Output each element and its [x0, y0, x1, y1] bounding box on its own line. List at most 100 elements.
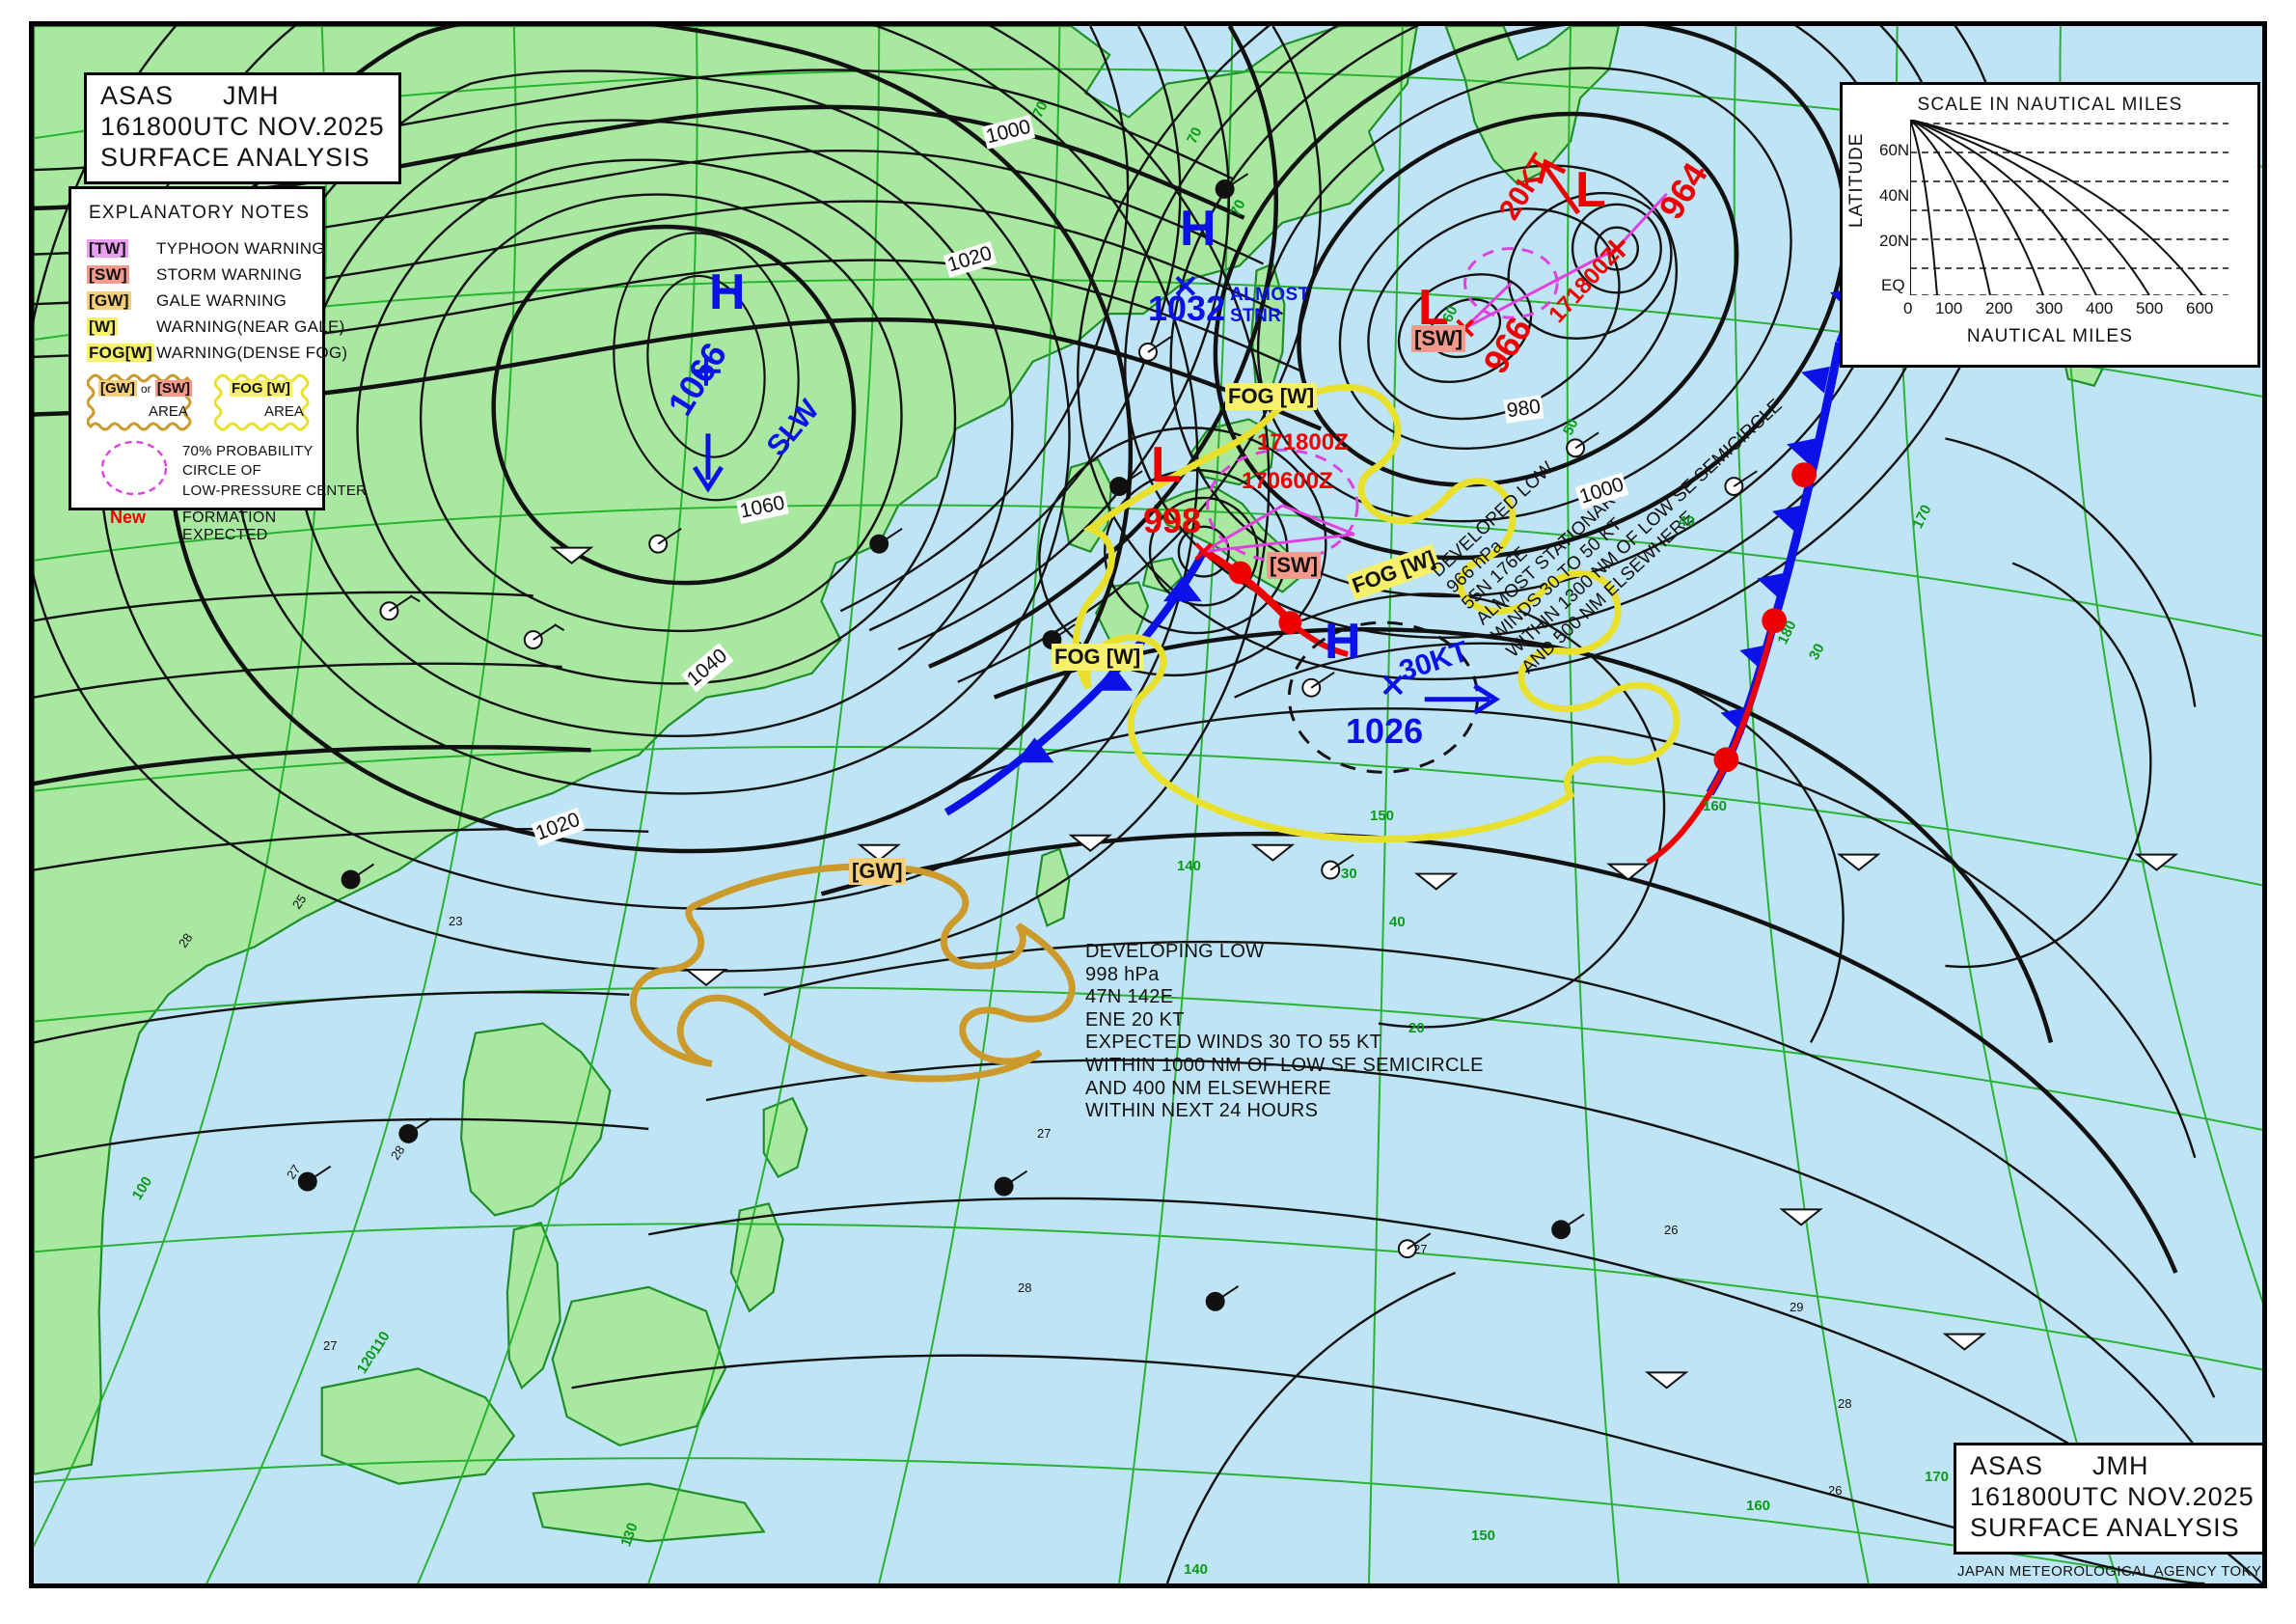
station-plots — [297, 173, 2179, 1390]
grid-label-170-s: 170 — [1925, 1469, 1950, 1485]
high-symbol-1066: H — [709, 264, 746, 320]
title-line-1: ASAS JMH — [100, 81, 280, 110]
station-annotation: 28 — [1838, 1396, 1852, 1411]
gale-warning-area — [630, 863, 1076, 1083]
legend-row-fog: FOG[W] WARNING(DENSE FOG) — [87, 344, 347, 363]
map-frame: ASAS JMH 161800UTC NOV.2025 SURFACE ANAL… — [29, 21, 2267, 1588]
scale-xtick-600: 600 — [2186, 299, 2214, 317]
legend-probability-text: 70% PROBABILITY CIRCLE OF LOW-PRESSURE C… — [182, 443, 368, 499]
scale-ytick-60n: 60N — [1879, 141, 1910, 159]
forecast-time-171800z-a: 171800Z — [1257, 429, 1349, 455]
high-symbol-1026: H — [1325, 614, 1361, 670]
high-value-1026: 1026 — [1346, 711, 1424, 751]
title-block-top-left: ASAS JMH 161800UTC NOV.2025 SURFACE ANAL… — [84, 72, 401, 184]
scale-inset: SCALE IN NAUTICAL MILES LATITUDE NAUTICA… — [1840, 82, 2260, 368]
legend-probability-circle-icon — [100, 440, 168, 496]
legend-area-tag-gw: [GW] — [98, 380, 137, 397]
legend-label-sw: STORM WARNING — [156, 265, 303, 284]
low-symbol-964: L — [1575, 162, 1606, 218]
warning-tag-fog-west: FOG [W] — [1052, 644, 1144, 671]
forecast-time-170600z: 170600Z — [1242, 468, 1333, 494]
warning-tag-fog-north: FOG [W] — [1225, 383, 1318, 410]
station-annotation: 26 — [1664, 1223, 1679, 1237]
warm-front-japan — [1201, 548, 1349, 657]
title-block-bottom-right: ASAS JMH 161800UTC NOV.2025 SURFACE ANAL… — [1954, 1443, 2262, 1555]
title-line-2: 161800UTC NOV.2025 — [100, 111, 385, 141]
agency-credit: JAPAN METEOROLOGICAL AGENCY TOKYO — [1957, 1563, 2267, 1580]
legend-tag-sw: [SW] — [87, 265, 129, 284]
fog-warning-area — [1073, 384, 1681, 843]
scale-ytick-40n: 40N — [1879, 186, 1910, 205]
low-value-998: 998 — [1143, 501, 1202, 540]
scale-inset-title: SCALE IN NAUTICAL MILES — [1917, 95, 2183, 115]
motion-arrow-low — [1537, 158, 1581, 215]
legend-area-fog-word: AREA — [264, 403, 304, 420]
scale-ytick-eq: EQ — [1881, 276, 1905, 294]
title-br-line-2: 161800UTC NOV.2025 — [1970, 1481, 2255, 1511]
warning-tag-gw-south: [GW] — [849, 858, 906, 885]
grid-label-30-m: 30 — [1341, 866, 1357, 882]
legend-area-tag-sw: [SW] — [154, 380, 192, 397]
grid-label-140: 140 — [1184, 1561, 1209, 1578]
legend-row-near-gale: [W] WARNING(NEAR GALE) — [87, 317, 345, 337]
grid-label-160: 160 — [1746, 1498, 1771, 1514]
grid-label-40-m: 40 — [1389, 914, 1406, 930]
station-annotation: 29 — [1790, 1300, 1804, 1314]
fog-area-sample-border — [214, 373, 310, 431]
grid-label-140-m: 140 — [1177, 858, 1202, 874]
legend-new-description: FORMATION EXPECTED — [182, 509, 277, 543]
legend-tag-fogw: FOG[W] — [87, 344, 154, 362]
legend-area-gale-word: AREA — [149, 403, 188, 420]
legend-area-fog: FOG [W] — [230, 380, 292, 397]
legend-row-typhoon: [TW] TYPHOON WARNING — [87, 239, 325, 259]
legend-area-gale: [GW] or [SW] — [98, 380, 192, 397]
scale-xtick-0: 0 — [1903, 299, 1913, 317]
legend-new-label: New — [110, 508, 147, 527]
legend-label-fogw: WARNING(DENSE FOG) — [156, 344, 348, 362]
high-center-marks — [692, 275, 1404, 696]
legend-label-tw: TYPHOON WARNING — [156, 239, 325, 258]
title-br-line-1: ASAS JMH — [1970, 1451, 2149, 1480]
gale-area-sample-border — [87, 373, 192, 431]
legend-area-or: or — [141, 382, 151, 396]
scale-xtick-300: 300 — [2036, 299, 2064, 317]
legend-label-w: WARNING(NEAR GALE) — [156, 317, 345, 336]
cold-front-japan — [943, 549, 1208, 816]
legend-tag-w: [W] — [87, 317, 119, 336]
scale-xtick-100: 100 — [1935, 299, 1963, 317]
isobar-group — [34, 26, 2262, 1583]
station-annotation: 27 — [323, 1338, 338, 1353]
developing-low-text: DEVELOPING LOW 998 hPa 47N 142E ENE 20 K… — [1085, 941, 1484, 1122]
legend-tag-gw: [GW] — [87, 291, 131, 310]
station-annotation: 27 — [1413, 1242, 1428, 1256]
title-br-line-3: SURFACE ANALYSIS — [1970, 1512, 2240, 1542]
legend-heading: EXPLANATORY NOTES — [89, 203, 311, 223]
grid-label-150-m: 150 — [1370, 808, 1395, 824]
station-annotation: 28 — [1018, 1280, 1032, 1295]
scale-xtick-500: 500 — [2136, 299, 2164, 317]
title-line-3: SURFACE ANALYSIS — [100, 142, 370, 172]
legend-label-gw: GALE WARNING — [156, 291, 287, 310]
station-annotation: 27 — [1037, 1126, 1052, 1141]
scale-inset-plot — [1910, 120, 2228, 295]
low-symbol-998: L — [1151, 437, 1182, 493]
legend-area-tag-fog: FOG [W] — [230, 380, 292, 397]
eastern-front — [1646, 243, 1880, 866]
warning-tag-sw-north: [SW] — [1411, 325, 1466, 352]
legend-tag-tw: [TW] — [87, 239, 128, 258]
legend-row-gale: [GW] GALE WARNING — [87, 291, 287, 311]
grid-label-20: 20 — [1408, 1020, 1425, 1036]
scale-ytick-20n: 20N — [1879, 232, 1910, 250]
grid-label-160-m: 160 — [1703, 798, 1728, 814]
grid-label-40-n: 40 — [1679, 513, 1695, 530]
scale-xtick-400: 400 — [2086, 299, 2114, 317]
explanatory-notes-legend: EXPLANATORY NOTES [TW] TYPHOON WARNING [S… — [68, 186, 367, 543]
motion-arrows — [692, 433, 1501, 715]
scale-inset-ylabel: LATITUDE — [1846, 132, 1867, 228]
high-symbol-1032: H — [1180, 201, 1216, 257]
warning-tag-sw-japan: [SW] — [1267, 552, 1322, 579]
grid-label-150: 150 — [1471, 1528, 1496, 1544]
scale-xtick-200: 200 — [1985, 299, 2013, 317]
legend-row-storm: [SW] STORM WARNING — [87, 265, 302, 285]
